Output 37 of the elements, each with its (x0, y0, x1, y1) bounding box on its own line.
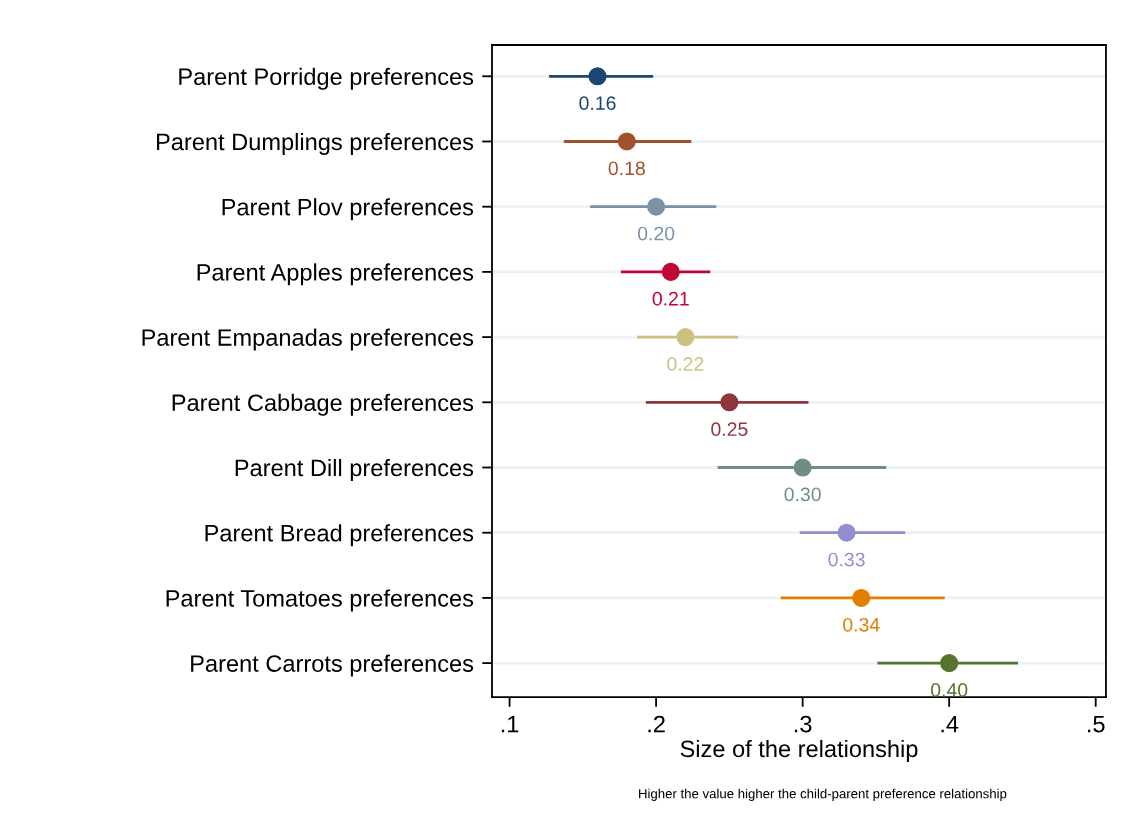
data-label: 0.34 (843, 617, 880, 632)
point (647, 197, 666, 216)
x-axis-title: Size of the relationship (680, 739, 918, 762)
data-label: 0.20 (637, 226, 675, 241)
y-tick-label: Parent Carrots preferences (191, 654, 474, 677)
y-tick-label: Parent Porridge preferences (179, 67, 474, 90)
point (793, 458, 812, 477)
point (661, 262, 680, 281)
point (617, 132, 636, 151)
x-tick-label: .2 (648, 715, 665, 733)
text: Higher the value higher the child-parent preference relationship (639, 788, 1007, 801)
data-label: 0.40 (931, 683, 968, 697)
point (852, 588, 871, 607)
data-label: 0.18 (608, 161, 645, 176)
point (676, 328, 695, 347)
point (588, 67, 607, 86)
y-tick-label: Parent Apples preferences (197, 263, 474, 286)
data-label: 0.21 (652, 291, 689, 306)
y-tick-label: Parent Bread preferences (205, 524, 474, 547)
y-tick-label: Parent Plov preferences (222, 198, 474, 221)
y-tick-label: Parent Dill preferences (235, 458, 474, 481)
point (940, 654, 959, 673)
x-tick-label: .3 (794, 715, 812, 733)
data-label: 0.30 (784, 487, 821, 502)
y-tick-label: Parent Cabbage preferences (172, 393, 474, 416)
x-tick-label: .5 (1088, 715, 1105, 733)
point (837, 523, 856, 542)
y-tick-label: Parent Dumplings preferences (156, 132, 474, 155)
x-tick-label: .4 (941, 715, 959, 733)
y-tick-label: Parent Tomatoes preferences (166, 589, 474, 612)
data-label: 0.22 (667, 357, 704, 371)
y-tick-label: Parent Empanadas preferences (142, 328, 474, 351)
point (720, 393, 739, 412)
data-label: 0.33 (828, 552, 865, 567)
x-tick-label: .1 (501, 715, 519, 733)
data-label: 0.25 (711, 422, 748, 437)
data-label: 0.16 (579, 96, 616, 111)
